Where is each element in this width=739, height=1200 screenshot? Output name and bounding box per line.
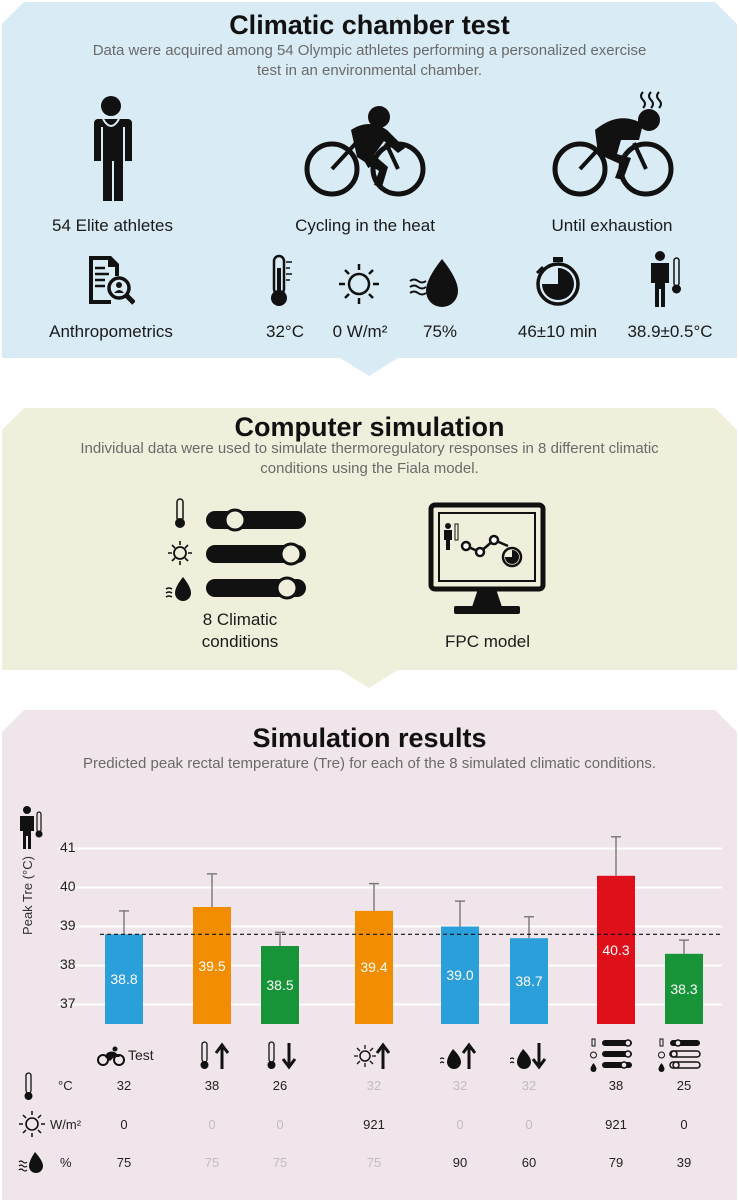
table-cell-radiation: 921 [363,1117,385,1132]
humidity-row-unit: % [60,1155,72,1170]
table-cell-radiation: 0 [276,1117,284,1132]
panel3-subtitle: Predicted peak rectal temperature (Tre) … [82,755,657,772]
bar-value-label: 38.7 [515,973,543,990]
sliders-high-icon [590,1038,632,1072]
table-cell-temperature: 26 [272,1078,288,1093]
cycling-heat-label: Cycling in the heat [295,216,435,235]
climatic-sliders-icon [165,498,306,601]
chevron-down-icon [340,358,398,376]
panel1-subtitle: Data were acquired among 54 Olympic athl… [92,42,647,79]
humidity-value: 75% [422,322,458,341]
fpc-model-label: FPC model [444,632,531,651]
core-temp-value: 38.9±0.5°C [627,322,713,341]
table-cell-temperature: 25 [676,1078,692,1093]
athlete-icon [94,96,132,201]
bar [665,953,703,1024]
body-temperature-icon [20,806,43,849]
climatic-conditions-label-2: conditions [201,632,279,651]
table-cell-radiation: 0 [525,1117,533,1132]
y-tick-label: 38 [60,955,76,972]
climatic-conditions-label-1: 8 Climatic [202,610,278,629]
chamber-test-panel [2,2,737,358]
sun-icon [19,1111,45,1137]
humidity-icon [409,259,458,307]
temperature-down-icon [267,1041,297,1070]
panel2-subtitle: Individual data were used to simulate th… [80,440,659,477]
table-cell-radiation: 0 [208,1117,216,1132]
table-cell-temperature: 38 [204,1078,220,1093]
table-cell-radiation: 0 [120,1117,128,1132]
duration-value: 46±10 min [517,322,598,341]
exhausted-cyclist-icon [552,91,674,197]
cyclist-icon [97,1046,125,1066]
temperature-row-unit: °C [58,1078,73,1093]
stopwatch-icon [535,257,580,306]
sun-icon [339,264,379,304]
table-cell-humidity: 75 [272,1155,288,1170]
table-cell-humidity: 75 [366,1155,382,1170]
test-label: Test [128,1047,154,1063]
cyclist-icon [304,106,426,197]
bar [105,934,143,1024]
y-tick-label: 41 [60,838,76,855]
bar-value-label: 38.3 [670,980,698,997]
anthropometrics-label: Anthropometrics [49,322,173,341]
table-cell-radiation: 921 [605,1117,627,1132]
until-exhaustion-label: Until exhaustion [551,216,673,235]
bar [261,946,299,1024]
table-cell-humidity: 90 [452,1155,468,1170]
panel2-title: Computer simulation [234,412,505,442]
bar [597,875,635,1024]
sliders-low-icon [658,1038,701,1072]
bar-value-label: 40.3 [602,941,630,958]
temperature-up-icon [200,1041,230,1069]
thermometer-icon [271,254,292,306]
table-cell-radiation: 0 [680,1117,688,1132]
body-temperature-icon [651,251,681,307]
y-tick-label: 37 [60,994,76,1011]
table-cell-temperature: 32 [452,1078,468,1093]
y-tick-label: 40 [60,877,76,894]
thermometer-icon [24,1072,33,1100]
bar [441,926,479,1024]
temperature-value: 32°C [266,322,304,341]
bar-value-label: 39.4 [360,959,388,976]
bar-value-label: 39.5 [198,957,226,974]
bar [193,907,231,1024]
table-cell-temperature: 38 [608,1078,624,1093]
computer-model-icon [428,502,546,614]
anthropometrics-document-icon [89,256,135,305]
y-tick-label: 39 [60,916,76,933]
table-cell-humidity: 75 [116,1155,132,1170]
table-cell-humidity: 60 [521,1155,537,1170]
table-cell-temperature: 32 [521,1078,537,1093]
bar [355,910,393,1024]
table-cell-radiation: 0 [456,1117,464,1132]
humidity-up-icon [440,1042,476,1069]
chevron-down-icon [340,670,398,688]
bar [510,938,548,1024]
table-cell-temperature: 32 [366,1078,382,1093]
panel1-title: Climatic chamber test [229,10,510,40]
radiation-row-unit: W/m² [50,1117,82,1132]
radiation-up-icon [354,1042,390,1069]
radiation-value: 0 W/m² [332,322,388,341]
table-cell-humidity: 79 [608,1155,624,1170]
bar-value-label: 39.0 [446,967,474,984]
bar-value-label: 38.5 [266,977,294,993]
table-cell-humidity: 39 [676,1155,692,1170]
table-cell-humidity: 75 [204,1155,220,1170]
computer-simulation-panel [2,408,737,670]
table-cell-temperature: 32 [116,1078,132,1093]
humidity-icon [18,1152,43,1173]
panel3-title: Simulation results [252,723,487,753]
humidity-down-icon [510,1043,546,1070]
elite-athletes-label: 54 Elite athletes [52,216,173,235]
bar-value-label: 38.8 [110,971,138,988]
